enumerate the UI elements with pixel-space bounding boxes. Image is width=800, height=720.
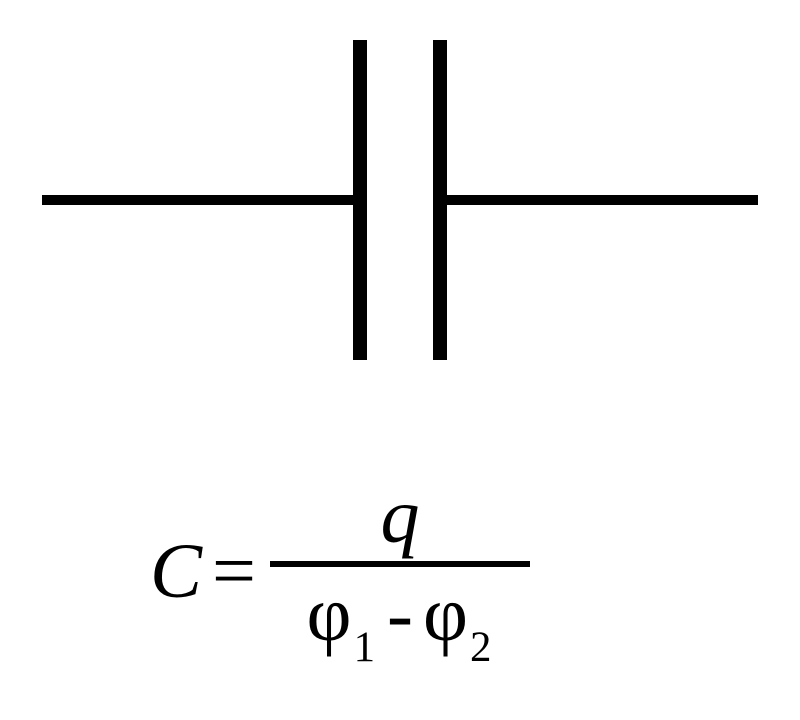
capacitance-formula: C = q φ1-φ2: [150, 475, 530, 668]
phi-2-symbol: φ: [423, 570, 468, 657]
formula-numerator: q: [375, 475, 426, 561]
phi-1-subscript: 1: [352, 624, 377, 671]
formula-denominator: φ1-φ2: [303, 567, 498, 668]
figure-canvas: { "capacitor_symbol": { "type": "schemat…: [0, 0, 800, 720]
formula-equals: =: [212, 526, 270, 616]
phi-2-subscript: 2: [468, 624, 493, 671]
formula-fraction: q φ1-φ2: [270, 475, 530, 668]
formula-lhs: C: [150, 526, 212, 616]
phi-1-symbol: φ: [307, 570, 352, 657]
minus-sign: -: [377, 570, 423, 657]
capacitor-symbol: [0, 0, 800, 420]
